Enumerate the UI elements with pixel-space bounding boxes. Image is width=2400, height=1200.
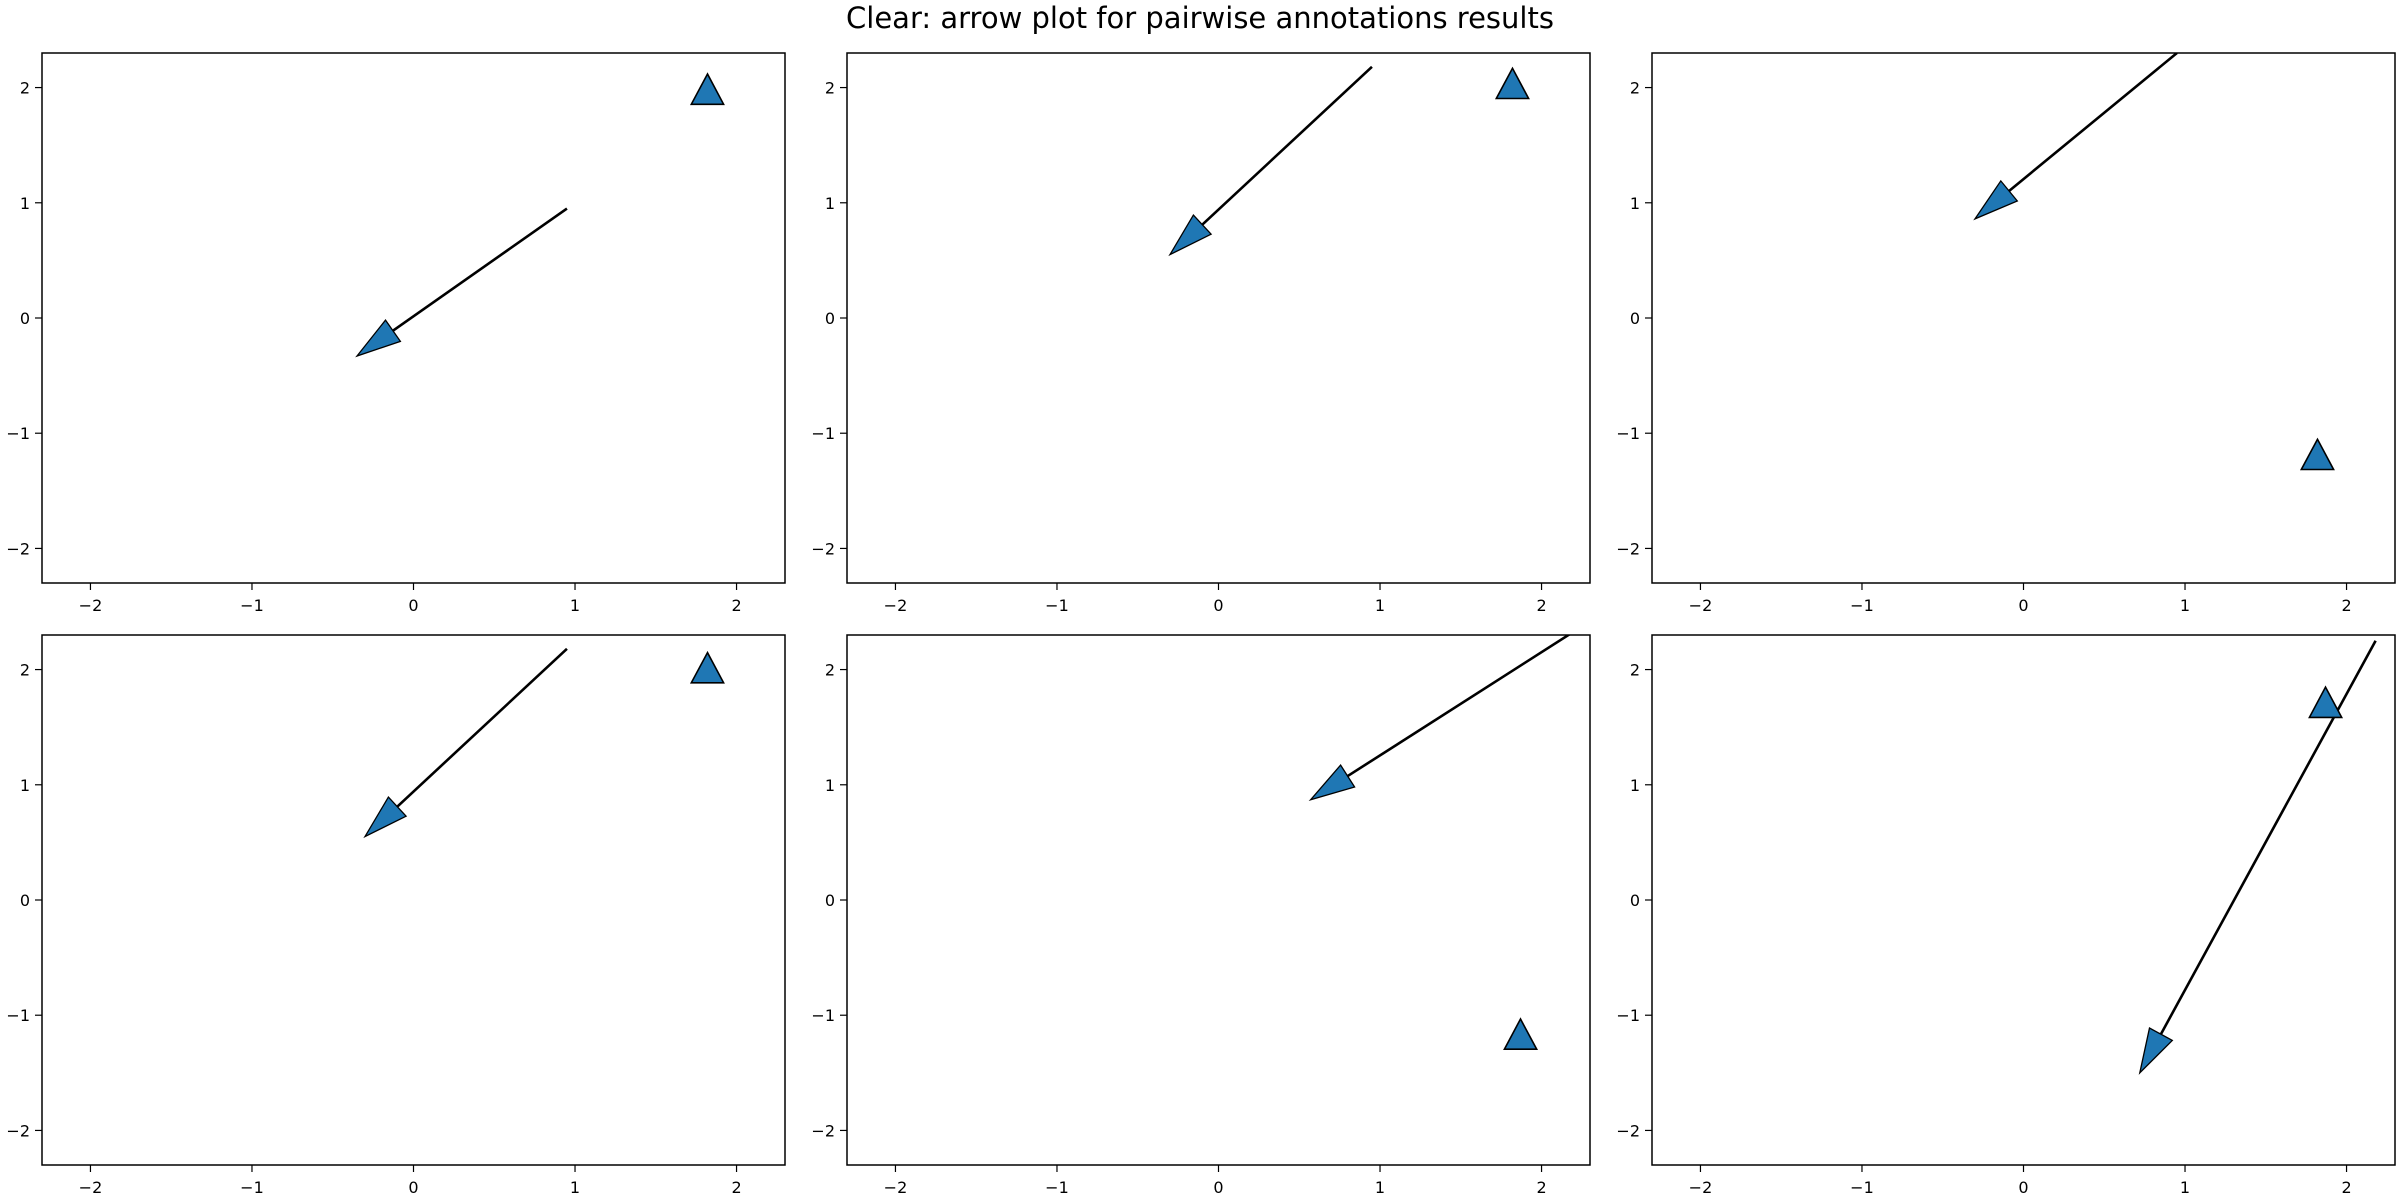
subplot-bottom-left: −2 −1 0 1 2 −2 −1 0 1 2 (6, 634, 786, 1197)
y-tick-label: −2 (811, 1121, 835, 1140)
y-tick-label: 0 (20, 309, 30, 328)
axes-frame (1651, 52, 2396, 584)
triangle-marker (1503, 1017, 1539, 1050)
y-tick-label: −1 (6, 1006, 30, 1025)
y-tick-label: −2 (1616, 539, 1640, 558)
x-tick-label: 1 (1375, 1178, 1385, 1197)
x-tick-label: −1 (240, 596, 264, 615)
arrow-head (363, 796, 408, 839)
x-tick-label: −2 (1689, 1178, 1713, 1197)
arrow-head (2138, 1027, 2174, 1075)
x-tick-label: −2 (884, 596, 908, 615)
x-tick-label: 0 (408, 596, 418, 615)
x-tick-label: −2 (79, 1178, 103, 1197)
triangle-marker (689, 72, 725, 106)
arrow-shaft (1346, 635, 1571, 778)
y-tick-label: 0 (825, 309, 835, 328)
x-tick-label: 1 (570, 1178, 580, 1197)
y-tick-label: 1 (20, 776, 30, 795)
axes-frame (846, 52, 1591, 584)
x-tick-label: 2 (731, 596, 741, 615)
x-tick-label: −1 (240, 1178, 264, 1197)
y-tick-label: 1 (825, 194, 835, 213)
x-tick-label: 1 (1375, 596, 1385, 615)
y-tick-label: 0 (20, 891, 30, 910)
triangle-marker (2299, 437, 2335, 471)
x-tick-label: −1 (1045, 1178, 1069, 1197)
x-tick-label: 0 (408, 1178, 418, 1197)
x-tick-label: 0 (1213, 596, 1223, 615)
y-tick-label: 2 (20, 79, 30, 98)
y-tick-label: 1 (825, 776, 835, 795)
arrow-head (355, 319, 402, 358)
y-tick-label: −2 (1616, 1121, 1640, 1140)
y-tick-label: 1 (20, 194, 30, 213)
y-tick-label: −1 (1616, 1006, 1640, 1025)
x-tick-label: −1 (1045, 596, 1069, 615)
y-tick-label: −2 (811, 539, 835, 558)
x-tick-label: −2 (79, 596, 103, 615)
arrow-shaft (2008, 53, 2178, 192)
arrow-head (1973, 179, 2019, 221)
y-tick-label: 2 (825, 79, 835, 98)
y-tick-label: 2 (1630, 79, 1640, 98)
x-tick-label: −1 (1850, 596, 1874, 615)
y-tick-label: −1 (1616, 424, 1640, 443)
arrow-shaft (2159, 640, 2377, 1035)
triangle-marker (2308, 685, 2344, 719)
subplot-top-right: −2 −1 0 1 2 −2 −1 0 1 2 (1616, 52, 2396, 615)
y-tick-label: 2 (1630, 661, 1640, 680)
y-tick-label: −1 (811, 1006, 835, 1025)
figure-title: Clear: arrow plot for pairwise annotatio… (846, 1, 1554, 35)
x-tick-label: 2 (731, 1178, 741, 1197)
y-tick-label: 2 (825, 661, 835, 680)
x-tick-label: 0 (1213, 1178, 1223, 1197)
arrow-head (1168, 214, 1213, 257)
subplot-bottom-right: −2 −1 0 1 2 −2 −1 0 1 2 (1616, 634, 2396, 1197)
arrow-shaft (392, 207, 568, 332)
axes-frame (41, 634, 786, 1166)
arrow-shaft (396, 647, 568, 808)
x-tick-label: 1 (2180, 1178, 2190, 1197)
x-tick-label: 2 (1536, 1178, 1546, 1197)
triangle-marker (1494, 66, 1530, 100)
x-tick-label: 2 (2341, 1178, 2351, 1197)
y-tick-label: 2 (20, 661, 30, 680)
subplot-top-middle: −2 −1 0 1 2 −2 −1 0 1 2 (811, 52, 1591, 615)
arrow-head (1308, 764, 1356, 802)
triangle-marker (689, 650, 725, 684)
y-tick-label: 0 (825, 891, 835, 910)
subplot-bottom-middle: −2 −1 0 1 2 −2 −1 0 1 2 (811, 634, 1591, 1197)
x-tick-label: 2 (2341, 596, 2351, 615)
x-tick-label: −1 (1850, 1178, 1874, 1197)
x-tick-label: 0 (2018, 1178, 2028, 1197)
y-tick-label: 1 (1630, 776, 1640, 795)
axes-frame (1651, 634, 2396, 1166)
y-tick-label: −2 (6, 539, 30, 558)
arrow-shaft (1201, 65, 1373, 226)
y-tick-label: 0 (1630, 891, 1640, 910)
y-tick-label: 1 (1630, 194, 1640, 213)
subplot-top-left: −2 −1 0 1 2 −2 −1 0 1 2 (6, 52, 786, 615)
x-tick-label: 2 (1536, 596, 1546, 615)
y-tick-label: 0 (1630, 309, 1640, 328)
x-tick-label: −2 (1689, 596, 1713, 615)
axes-frame (846, 634, 1591, 1166)
x-tick-label: 1 (2180, 596, 2190, 615)
x-tick-label: −2 (884, 1178, 908, 1197)
y-tick-label: −1 (6, 424, 30, 443)
axes-frame (41, 52, 786, 584)
y-tick-label: −1 (811, 424, 835, 443)
y-tick-label: −2 (6, 1121, 30, 1140)
x-tick-label: 1 (570, 596, 580, 615)
x-tick-label: 0 (2018, 596, 2028, 615)
